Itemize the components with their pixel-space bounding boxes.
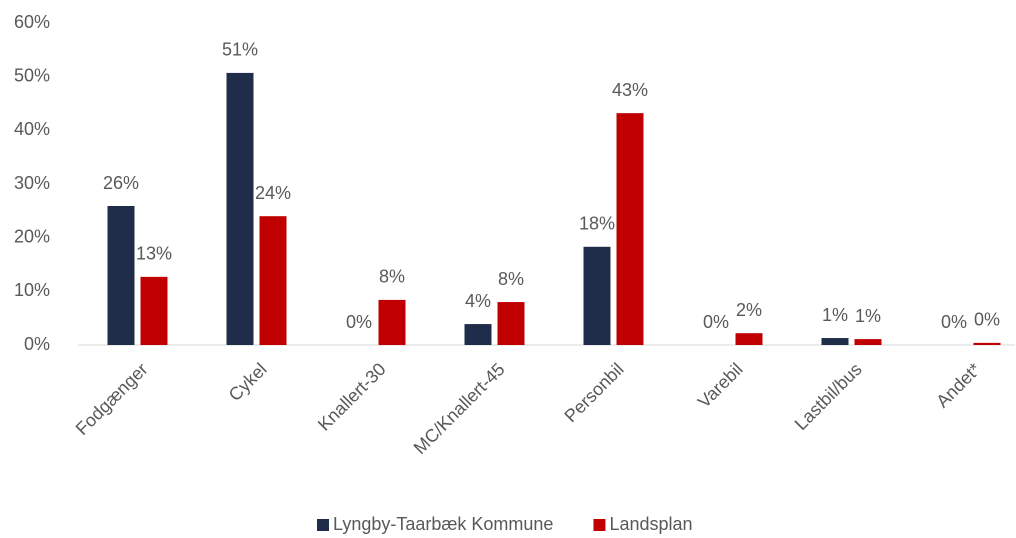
bar <box>616 113 644 345</box>
bar <box>140 276 168 345</box>
x-tick-label: MC/Knallert-45 <box>410 359 509 458</box>
y-tick-label: 30% <box>14 173 50 193</box>
bar <box>854 339 882 345</box>
bar <box>464 324 492 345</box>
bar <box>583 246 611 345</box>
legend-label: Landsplan <box>609 514 692 534</box>
value-label: 8% <box>498 269 524 289</box>
value-label: 1% <box>822 305 848 325</box>
value-label: 0% <box>346 312 372 332</box>
x-tick-label: Andet* <box>932 359 984 411</box>
y-tick-label: 50% <box>14 65 50 85</box>
bar <box>973 342 1001 345</box>
legend-label: Lyngby-Taarbæk Kommune <box>333 514 553 534</box>
y-tick-label: 40% <box>14 119 50 139</box>
value-label: 13% <box>136 244 172 264</box>
value-label: 1% <box>855 306 881 326</box>
bar <box>497 302 525 345</box>
bar <box>226 72 254 345</box>
bar <box>821 338 849 345</box>
value-label: 8% <box>379 267 405 287</box>
bar <box>735 333 763 345</box>
x-tick-label: Personbil <box>560 359 627 426</box>
x-tick-label: Varebil <box>694 359 747 412</box>
x-tick-label: Knallert-30 <box>314 359 390 435</box>
value-label: 4% <box>465 291 491 311</box>
value-label: 0% <box>974 310 1000 330</box>
legend-swatch <box>593 519 606 531</box>
legend-swatch <box>317 519 329 531</box>
value-label: 0% <box>703 312 729 332</box>
y-tick-label: 0% <box>24 334 50 354</box>
x-tick-label: Lastbil/bus <box>791 359 866 434</box>
value-label: 26% <box>103 173 139 193</box>
bar <box>107 206 135 345</box>
bar <box>378 299 406 345</box>
bar <box>259 216 287 345</box>
value-label: 18% <box>579 214 615 234</box>
x-tick-label: Cykel <box>225 359 271 405</box>
value-label: 43% <box>612 80 648 100</box>
value-label: 24% <box>255 183 291 203</box>
value-label: 51% <box>222 40 258 60</box>
y-tick-label: 60% <box>14 12 50 32</box>
value-label: 2% <box>736 300 762 320</box>
x-tick-label: Fodgænger <box>72 359 152 439</box>
value-label: 0% <box>941 312 967 332</box>
y-tick-label: 20% <box>14 226 50 246</box>
y-tick-label: 10% <box>14 280 50 300</box>
